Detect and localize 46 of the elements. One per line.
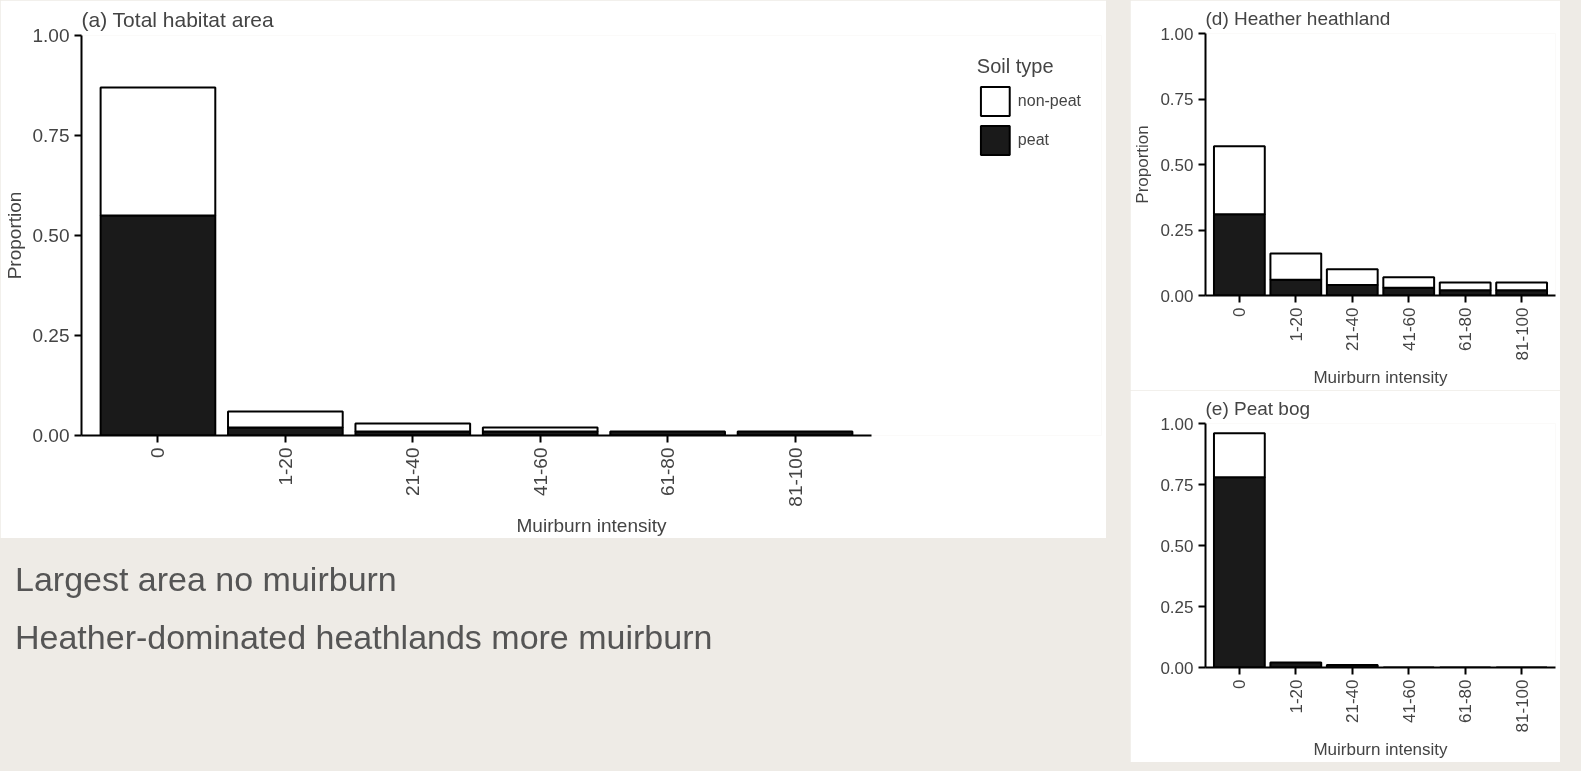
x-tick-label: 0 <box>147 447 169 459</box>
x-tick-label: 81-100 <box>1512 679 1532 733</box>
y-tick-label: 0.00 <box>32 425 70 446</box>
x-tick-label: 1-20 <box>274 447 296 486</box>
x-axis-title: Muirburn intensity <box>516 514 667 536</box>
x-tick-label: 81-100 <box>784 447 806 507</box>
y-tick-label: 1.00 <box>1160 24 1194 44</box>
x-tick-label: 41-60 <box>529 447 551 497</box>
legend-title: Soil type <box>976 55 1055 78</box>
chart-title: (a) Total habitat area <box>81 7 275 31</box>
x-tick-label: 61-80 <box>1456 679 1476 723</box>
y-tick-label: 0.50 <box>32 225 70 246</box>
x-tick-label: 0 <box>1230 307 1250 317</box>
y-tick-label: 0.75 <box>32 125 70 146</box>
x-tick-label: 1-20 <box>1286 679 1306 714</box>
x-axis-title: Muirburn intensity <box>1313 740 1449 760</box>
y-tick-label: 0.50 <box>1160 155 1194 175</box>
x-tick-label: 41-60 <box>1399 679 1419 723</box>
y-axis-title: Proportion <box>3 191 25 280</box>
y-tick-label: 0.75 <box>1160 475 1194 495</box>
text: Heather-dominated heathlands more muirburn <box>15 617 713 658</box>
x-axis-title: Muirburn intensity <box>1313 368 1449 388</box>
y-tick-label: 0.00 <box>1160 658 1194 678</box>
y-tick-label: 0.25 <box>1160 221 1194 240</box>
y-tick-label: 1.00 <box>1160 414 1194 434</box>
x-tick-label: 61-80 <box>657 447 679 497</box>
x-tick-label: 61-80 <box>1456 307 1476 351</box>
x-tick-label: 81-100 <box>1512 307 1532 361</box>
y-tick-label: 0.00 <box>1160 286 1194 306</box>
chart-title: (e) Peat bog <box>1205 397 1311 419</box>
chart-title: (d) Heather heathland <box>1205 7 1391 29</box>
y-tick-label: 0.25 <box>32 325 70 346</box>
legend-label: non-peat <box>1017 92 1081 110</box>
y-tick-label: 1.00 <box>32 25 70 46</box>
x-tick-label: 21-40 <box>1343 679 1363 723</box>
y-axis-title: Proportion <box>1133 125 1153 204</box>
y-tick-label: 0.75 <box>1160 90 1194 109</box>
x-tick-label: 0 <box>1230 679 1250 689</box>
x-tick-label: 21-40 <box>1343 307 1363 351</box>
x-tick-label: 1-20 <box>1286 307 1306 342</box>
x-tick-label: 21-40 <box>402 447 424 497</box>
legend-label: peat <box>1017 131 1049 149</box>
y-tick-label: 0.50 <box>1160 536 1194 556</box>
y-tick-label: 0.25 <box>1160 597 1194 617</box>
text: Largest area no muirburn <box>15 559 398 600</box>
x-tick-label: 41-60 <box>1399 307 1419 351</box>
